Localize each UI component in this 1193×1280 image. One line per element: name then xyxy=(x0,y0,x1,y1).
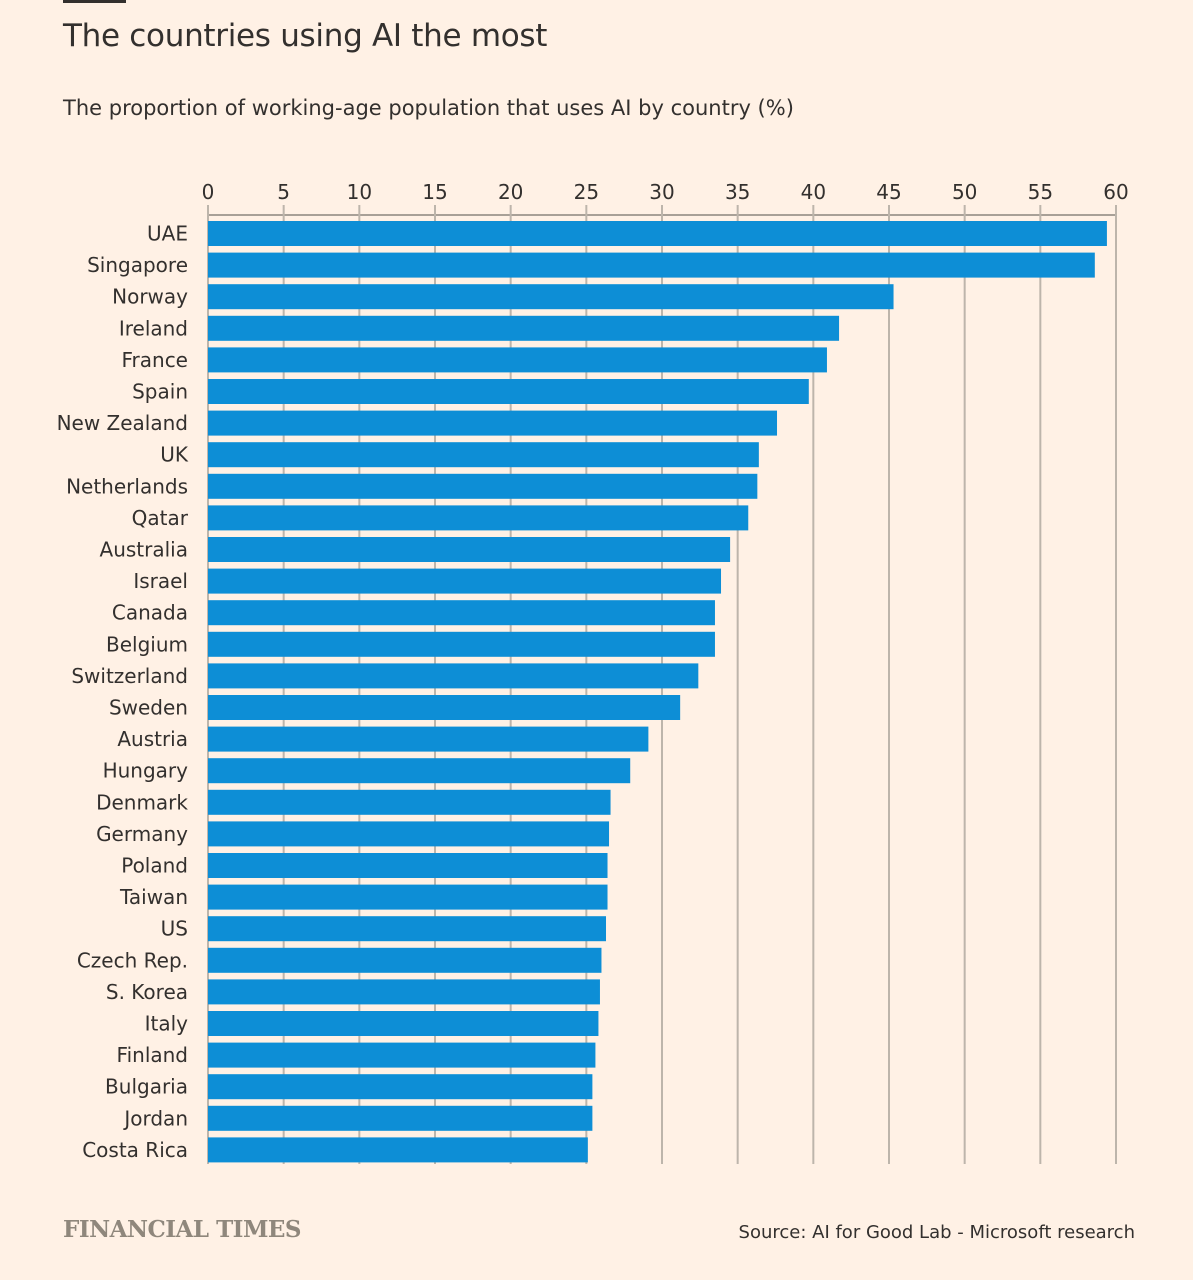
category-label: Taiwan xyxy=(119,885,188,909)
x-tick-label: 25 xyxy=(574,180,599,204)
bar xyxy=(208,252,1095,278)
bar xyxy=(208,1137,588,1163)
category-label: Netherlands xyxy=(66,474,188,498)
ft-logo: FINANCIAL TIMES xyxy=(63,1216,302,1243)
source-note: Source: AI for Good Lab - Microsoft rese… xyxy=(738,1222,1135,1243)
category-label: Austria xyxy=(117,727,188,751)
bar xyxy=(208,347,827,373)
bar xyxy=(208,568,722,594)
bar xyxy=(208,884,608,910)
category-label: UK xyxy=(160,443,189,467)
x-tick-label: 5 xyxy=(277,180,290,204)
x-tick-label: 50 xyxy=(952,180,977,204)
bar xyxy=(208,473,758,499)
category-label: France xyxy=(121,348,188,372)
x-tick-label: 35 xyxy=(725,180,750,204)
bar xyxy=(208,221,1107,246)
bar xyxy=(208,758,631,784)
category-label: Finland xyxy=(117,1043,188,1067)
bar xyxy=(208,1105,593,1131)
bar xyxy=(208,505,749,531)
category-label: Belgium xyxy=(106,632,188,656)
x-tick-label: 20 xyxy=(498,180,523,204)
chart-subtitle: The proportion of working-age population… xyxy=(63,96,794,120)
category-label: Israel xyxy=(133,569,188,593)
category-label: Singapore xyxy=(87,253,188,277)
bar xyxy=(208,695,681,720)
x-tick-label: 10 xyxy=(347,180,372,204)
category-label: Norway xyxy=(112,285,188,309)
bar xyxy=(208,853,608,878)
bar xyxy=(208,1074,593,1100)
category-label: Hungary xyxy=(103,759,189,783)
bar xyxy=(208,821,610,847)
bar xyxy=(208,631,715,657)
x-tick-label: 60 xyxy=(1103,180,1128,204)
x-tick-label: 0 xyxy=(202,180,215,204)
category-label: Canada xyxy=(112,601,188,625)
bar xyxy=(208,442,759,468)
bar xyxy=(208,663,699,689)
category-label: Denmark xyxy=(96,790,188,814)
bar xyxy=(208,789,611,815)
bar xyxy=(208,1042,596,1068)
bar xyxy=(208,916,607,942)
bar xyxy=(208,1011,599,1036)
bar xyxy=(208,284,894,310)
category-label: Spain xyxy=(132,380,188,404)
category-label: Jordan xyxy=(122,1106,188,1130)
bar xyxy=(208,537,731,562)
bar xyxy=(208,315,840,341)
category-label: Czech Rep. xyxy=(77,948,188,972)
top-accent-bar xyxy=(63,0,126,3)
bars xyxy=(208,221,1107,1163)
bar xyxy=(208,600,715,626)
x-axis-ticks: 0 5 10 15 20 25 30 35 40 45 50 55 60 xyxy=(202,180,1129,204)
category-label: S. Korea xyxy=(106,980,188,1004)
category-label: Qatar xyxy=(132,506,189,530)
category-label: UAE xyxy=(147,222,188,246)
x-tick-label: 40 xyxy=(801,180,826,204)
category-label: Australia xyxy=(100,538,188,562)
category-label: Switzerland xyxy=(71,664,188,688)
y-axis-labels: UAE Singapore Norway Ireland France Spain New … xyxy=(57,222,189,1162)
bar xyxy=(208,379,809,404)
x-tick-label: 30 xyxy=(649,180,674,204)
category-label: New Zealand xyxy=(57,411,188,435)
x-tick-label: 55 xyxy=(1028,180,1053,204)
category-label: US xyxy=(161,917,188,941)
category-label: Germany xyxy=(96,822,188,846)
category-label: Italy xyxy=(145,1012,189,1036)
bar-chart: 0 5 10 15 20 25 30 35 40 45 50 55 60 UAE Singapore Nor… xyxy=(57,180,1129,1164)
x-tick-label: 15 xyxy=(422,180,447,204)
chart-title: The countries using AI the most xyxy=(63,18,548,54)
category-label: Bulgaria xyxy=(105,1075,188,1099)
category-label: Ireland xyxy=(119,316,188,340)
bar xyxy=(208,410,778,436)
bar xyxy=(208,726,649,752)
bar xyxy=(208,979,600,1005)
bar xyxy=(208,947,602,973)
x-tick-label: 45 xyxy=(876,180,901,204)
category-label: Sweden xyxy=(109,696,188,720)
category-label: Poland xyxy=(121,854,188,878)
category-label: Costa Rica xyxy=(82,1138,188,1162)
